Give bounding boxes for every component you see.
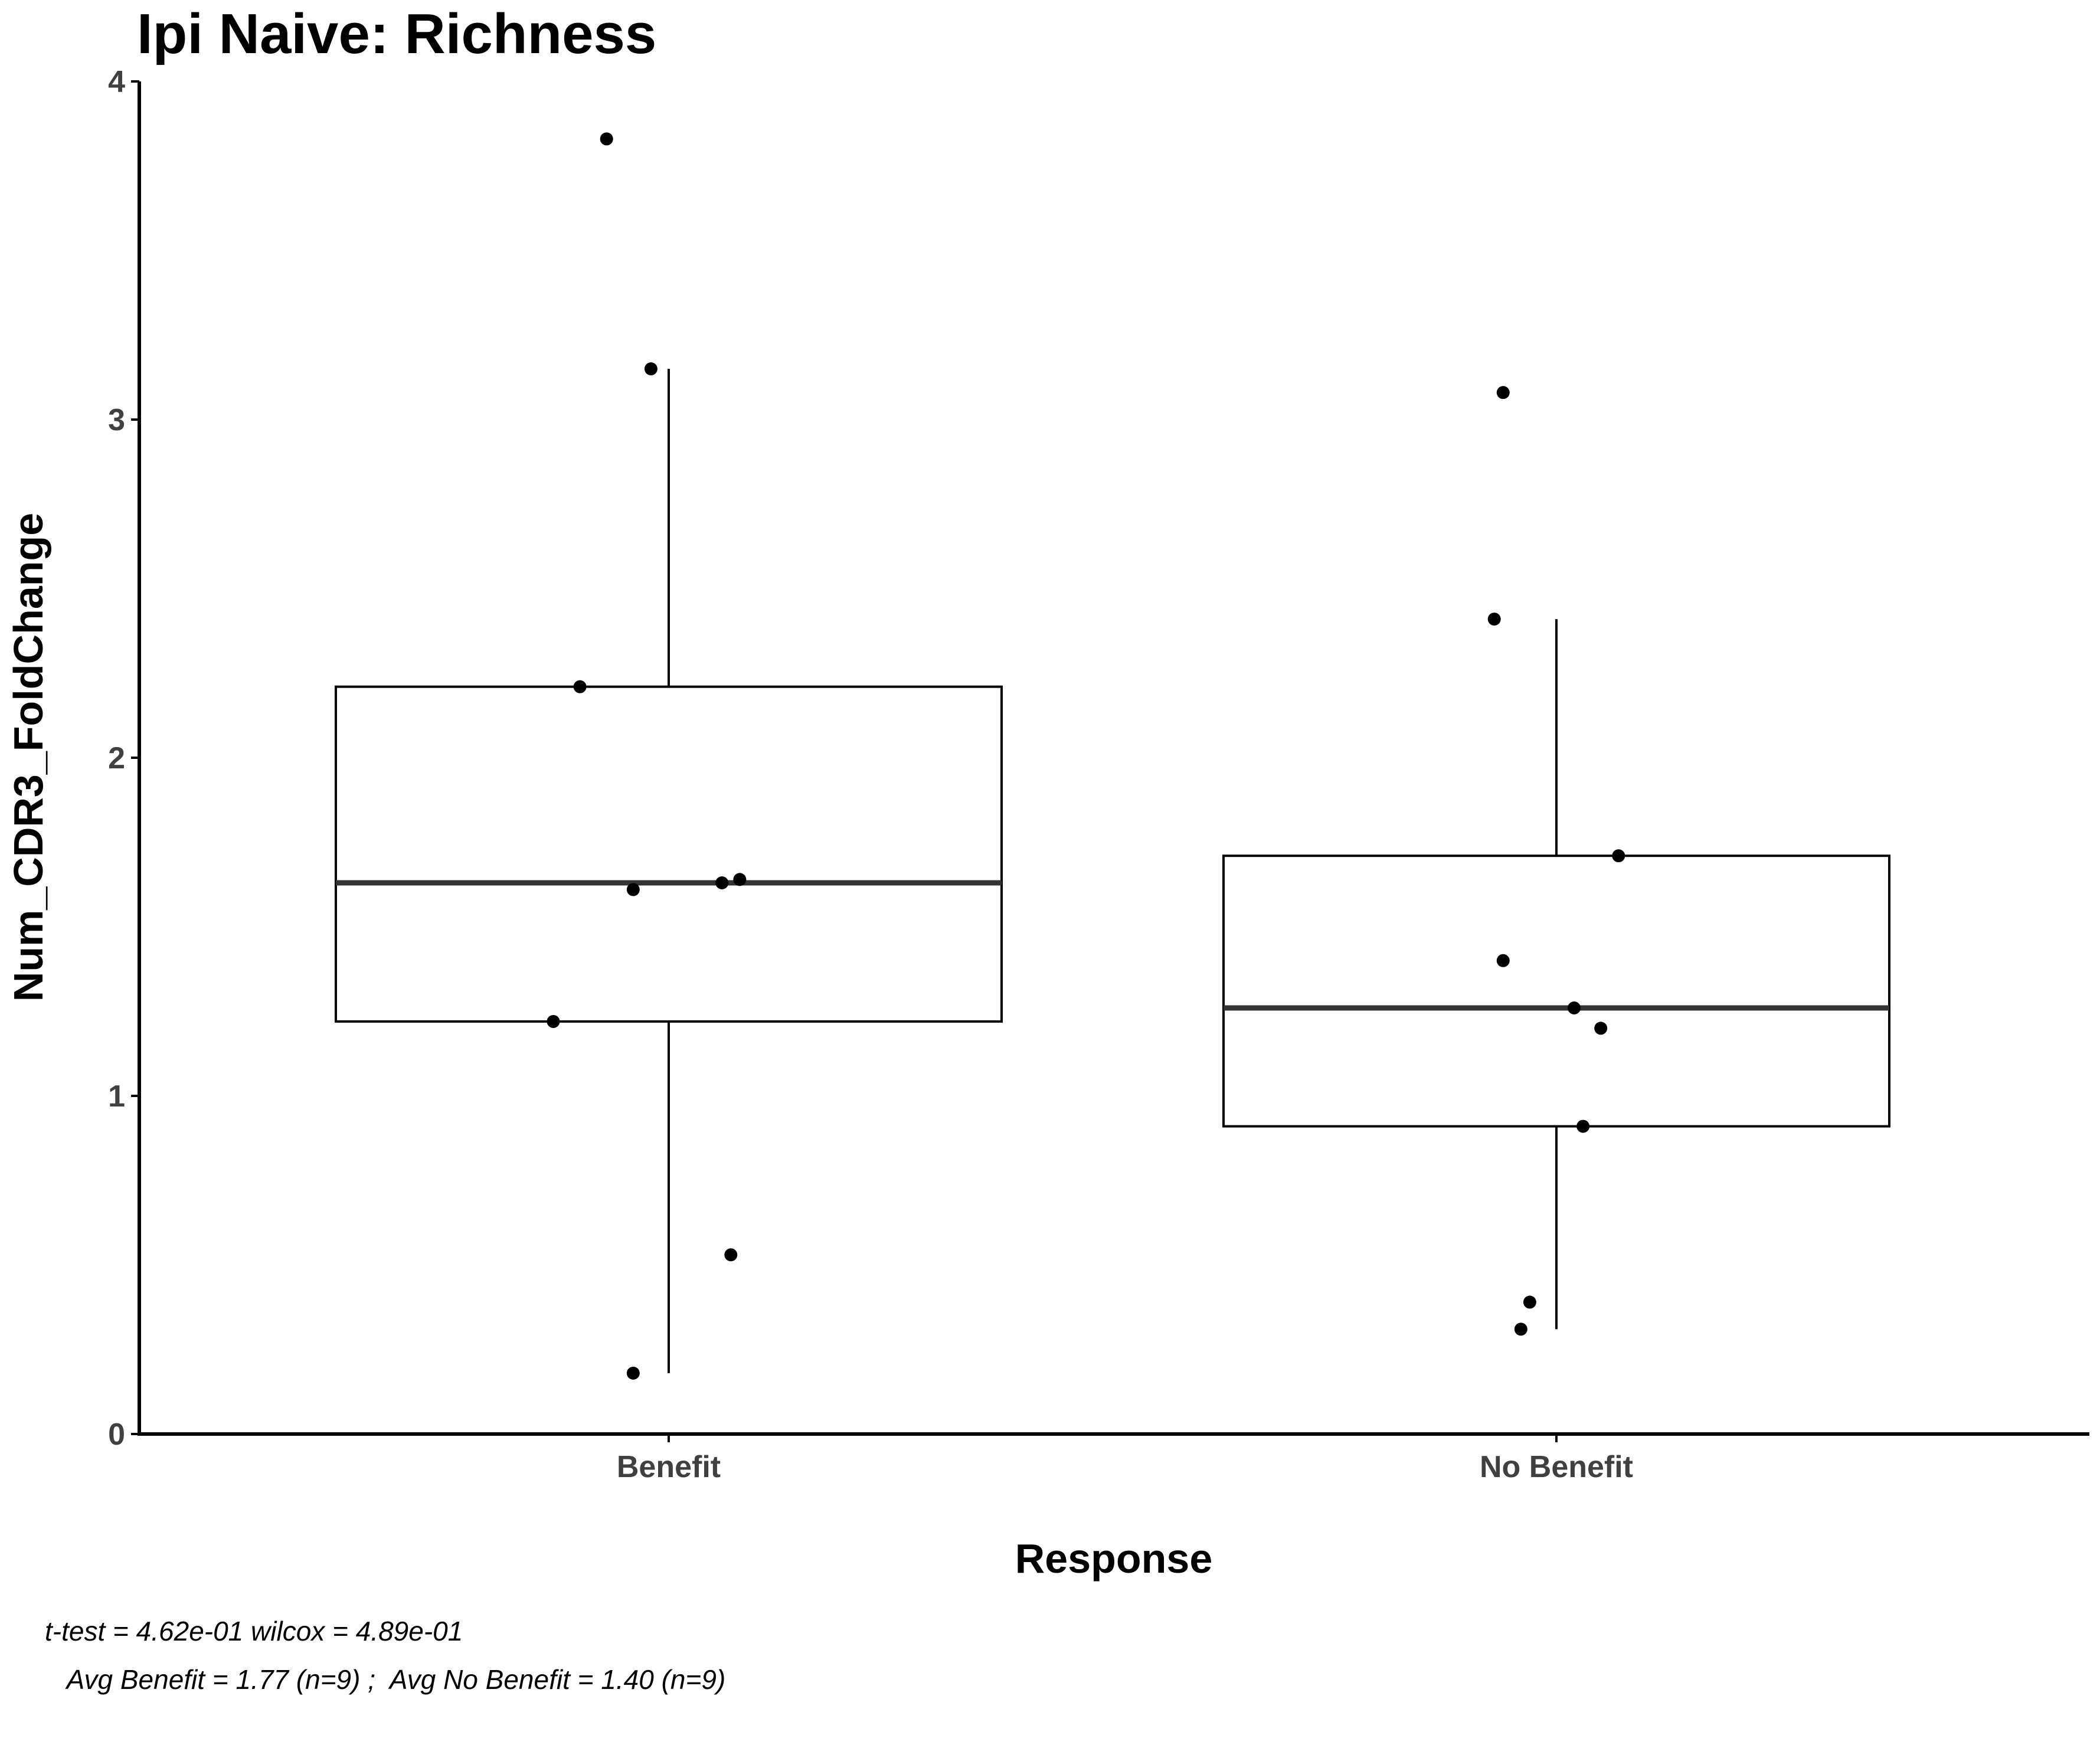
data-point-benefit-0 [600, 132, 613, 146]
data-point-no-benefit-13 [1568, 1001, 1581, 1015]
box-no-benefit [1222, 855, 1890, 1128]
data-point-no-benefit-15 [1576, 1119, 1590, 1133]
stats-caption-line-2: Avg Benefit = 1.77 (n=9) ; Avg No Benefi… [45, 1664, 725, 1695]
y-tick-label-3: 3 [108, 403, 125, 437]
data-point-benefit-3 [626, 883, 640, 896]
data-point-no-benefit-16 [1523, 1295, 1536, 1309]
data-point-benefit-2 [573, 680, 587, 693]
box-benefit [335, 685, 1003, 1023]
data-point-no-benefit-10 [1487, 613, 1501, 626]
plot-area: 0 1 2 3 4 Benefit No Benefit [108, 65, 2089, 1484]
data-point-benefit-5 [733, 873, 747, 886]
data-point-benefit-6 [547, 1014, 560, 1028]
y-tick-label-2: 2 [108, 741, 125, 775]
data-point-benefit-7 [724, 1248, 738, 1262]
x-tick-label-no-benefit: No Benefit [1480, 1450, 1633, 1484]
data-point-no-benefit-11 [1612, 849, 1625, 863]
y-tick-label-4: 4 [108, 65, 125, 99]
data-point-benefit-4 [715, 876, 729, 890]
data-point-no-benefit-12 [1496, 954, 1510, 967]
stats-caption-line-1: t-test = 4.62e-01 wilcox = 4.89e-01 [45, 1616, 463, 1646]
data-point-no-benefit-17 [1514, 1322, 1527, 1336]
y-tick-label-0: 0 [108, 1417, 125, 1452]
x-tick-label-benefit: Benefit [617, 1450, 721, 1484]
chart-title: Ipi Naive: Richness [137, 2, 656, 66]
data-point-no-benefit-9 [1496, 386, 1510, 400]
data-point-benefit-1 [644, 362, 658, 376]
y-tick-label-1: 1 [108, 1079, 125, 1114]
data-point-benefit-8 [626, 1366, 640, 1380]
x-axis-title: Response [1015, 1536, 1213, 1582]
data-point-no-benefit-14 [1594, 1022, 1608, 1035]
y-axis-title: Num_CDR3_FoldChange [5, 513, 51, 1001]
